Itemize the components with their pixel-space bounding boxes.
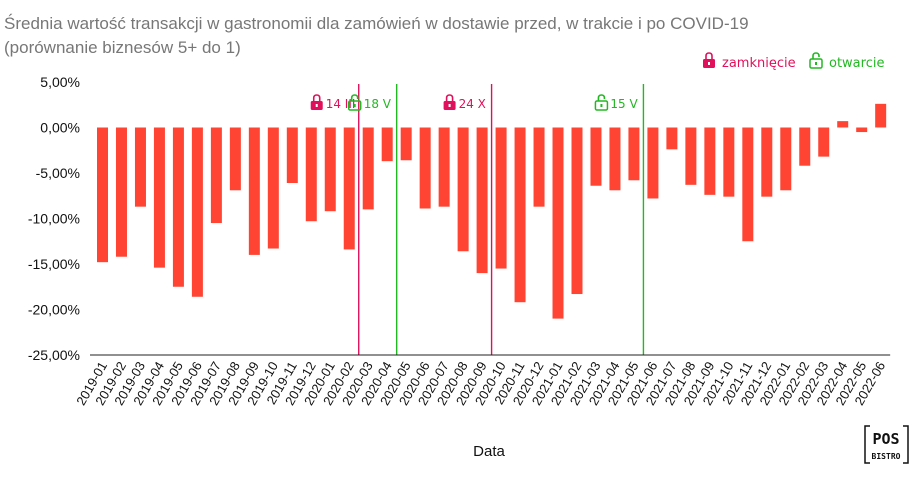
lock-body [594, 100, 609, 111]
bar [590, 127, 602, 186]
bar [533, 127, 545, 207]
bar [305, 127, 317, 222]
y-tick-label: 0,00% [40, 120, 80, 136]
chart-subtitle: (porównanie biznesów 5+ do 1) [4, 38, 241, 57]
bar [818, 127, 830, 157]
logo-text-bistro: BISTRO [872, 452, 901, 461]
y-axis-ticks: 5,00% 0,00% -5,00% -10,00% -15,00% -20,00% -25… [28, 74, 80, 363]
event-label: 24 X [459, 97, 486, 111]
open-lock-icon [809, 52, 823, 69]
bar [514, 127, 526, 303]
legend: zamknięcie otwarcie [703, 52, 884, 71]
bar [723, 127, 735, 197]
bar [191, 127, 203, 297]
bar [552, 127, 564, 319]
bar [400, 127, 412, 161]
lock-shackle [445, 94, 454, 101]
y-tick-label: -15,00% [28, 256, 80, 272]
bar [495, 127, 507, 269]
pos-bistro-logo: POS BISTRO [864, 425, 909, 464]
bar [742, 127, 754, 242]
lock-shackle [705, 52, 713, 59]
y-tick-label: -5,00% [36, 165, 80, 181]
bar [837, 121, 849, 128]
x-axis-label: Data [473, 443, 505, 460]
bar [381, 127, 393, 162]
bar [324, 127, 336, 212]
bar [153, 127, 165, 268]
lock-keyhole [448, 104, 451, 107]
bar [286, 127, 298, 184]
lock-shackle [312, 94, 321, 101]
closed-lock-icon [443, 94, 456, 110]
x-axis-ticks: 2019-012019-022019-032019-042019-052019-… [73, 359, 888, 408]
bars [97, 103, 887, 319]
bar [343, 127, 355, 250]
bar [362, 127, 374, 210]
lock-keyhole [315, 104, 318, 107]
bar [438, 127, 450, 207]
lock-body [809, 58, 823, 69]
bar [248, 127, 260, 255]
lock-keyhole [353, 104, 356, 107]
bar [761, 127, 773, 197]
bar [267, 127, 279, 249]
legend-opening-label: otwarcie [829, 56, 884, 71]
bar [134, 127, 146, 207]
logo-text-pos: POS [872, 430, 899, 448]
bar [97, 127, 108, 263]
y-tick-label: -25,00% [28, 347, 80, 363]
lock-shackle [350, 94, 359, 101]
bar [229, 127, 241, 191]
bar [875, 103, 887, 128]
y-tick-label: 5,00% [40, 74, 80, 90]
legend-closing-label: zamknięcie [722, 56, 796, 71]
bar [457, 127, 469, 252]
bar [172, 127, 184, 287]
event-label: 15 V [610, 97, 638, 111]
bar [210, 127, 222, 224]
open-lock-icon [594, 94, 609, 111]
lock-shackle [597, 94, 606, 101]
y-tick-label: -20,00% [28, 302, 80, 318]
bar [609, 127, 621, 191]
open-lock-icon [347, 94, 362, 111]
event-lines: 14 III 18 V 24 X 15 V [310, 84, 645, 355]
lock-body [347, 100, 362, 111]
bar [856, 127, 868, 133]
y-tick-label: -10,00% [28, 211, 80, 227]
lock-keyhole [600, 104, 603, 107]
bar [704, 127, 716, 195]
bar [780, 127, 792, 191]
closed-lock-icon [703, 52, 715, 68]
bar [571, 127, 583, 295]
bar [685, 127, 697, 185]
lock-shackle [812, 52, 820, 59]
bar [419, 127, 431, 209]
closed-lock-icon [310, 94, 323, 110]
bar [799, 127, 811, 166]
bar [628, 127, 640, 181]
bar [647, 127, 659, 199]
chart-title: Średnia wartość transakcji w gastronomii… [4, 14, 749, 33]
bar [115, 127, 127, 257]
lock-keyhole [708, 62, 710, 65]
lock-keyhole [815, 62, 817, 65]
event-label: 18 V [364, 97, 392, 111]
bar [666, 127, 678, 150]
bar [476, 127, 488, 274]
